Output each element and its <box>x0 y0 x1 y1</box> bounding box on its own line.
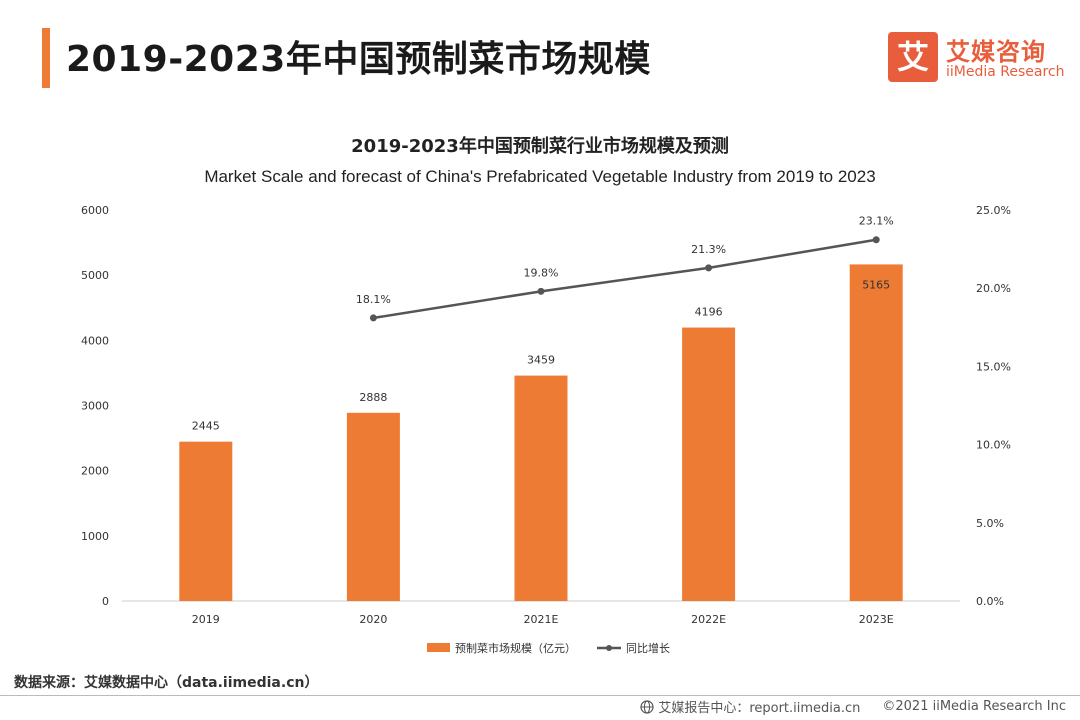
y-right-tick-label: 5.0% <box>976 517 1004 530</box>
x-tick-label: 2019 <box>192 613 220 626</box>
growth-point <box>369 314 377 322</box>
brand-name-en: iiMedia Research <box>946 64 1065 80</box>
growth-point <box>705 264 713 272</box>
legend-swatch-bar <box>427 643 450 652</box>
y-right-tick-label: 25.0% <box>976 204 1011 217</box>
bar-value-label: 5165 <box>862 278 890 291</box>
globe-icon <box>640 699 654 714</box>
copyright-text: ©2021 iiMedia Research Inc <box>882 699 1066 714</box>
data-source-note: 数据来源：艾媒数据中心（data.iimedia.cn） <box>14 675 319 691</box>
y-left-tick-label: 2000 <box>81 465 109 478</box>
growth-value-label: 21.3% <box>691 243 726 256</box>
growth-point <box>537 287 545 295</box>
bar <box>179 441 233 601</box>
brand-mark-icon: 艾 <box>888 32 938 82</box>
growth-value-label: 18.1% <box>356 293 391 306</box>
x-tick-label: 2023E <box>859 613 894 626</box>
bar <box>346 412 400 601</box>
chart-title: 2019-2023年中国预制菜行业市场规模及预测 <box>351 136 729 157</box>
y-right-tick-label: 10.0% <box>976 439 1011 452</box>
x-tick-label: 2020 <box>359 613 387 626</box>
legend-swatch-point <box>606 645 612 651</box>
bar-value-label: 3459 <box>527 354 555 367</box>
x-tick-label: 2022E <box>691 613 726 626</box>
footer-credits: 艾媒报告中心：report.iimedia.cn ©2021 iiMedia R… <box>640 697 1066 716</box>
bar <box>682 327 736 601</box>
bar <box>514 375 568 601</box>
bar-value-label: 2445 <box>192 420 220 433</box>
title-accent-bar <box>42 28 50 88</box>
y-left-tick-label: 1000 <box>81 530 109 543</box>
report-center-link[interactable]: 艾媒报告中心：report.iimedia.cn <box>658 701 861 716</box>
page-title: 2019-2023年中国预制菜市场规模 <box>66 39 651 80</box>
chart-subtitle: Market Scale and forecast of China's Pre… <box>204 167 876 186</box>
bar-value-label: 4196 <box>695 306 723 319</box>
y-left-tick-label: 4000 <box>81 334 109 347</box>
footer-divider <box>0 695 1080 696</box>
y-left-tick-label: 0 <box>102 595 109 608</box>
growth-point <box>872 236 880 244</box>
y-left-tick-label: 6000 <box>81 204 109 217</box>
y-right-tick-label: 15.0% <box>976 360 1011 373</box>
y-left-tick-label: 5000 <box>81 269 109 282</box>
brand-name-cn: 艾媒咨询 <box>946 38 1046 66</box>
bar-value-label: 2888 <box>359 391 387 404</box>
y-left-tick-label: 3000 <box>81 400 109 413</box>
legend-label-line: 同比增长 <box>626 641 670 655</box>
legend-label-bar: 预制菜市场规模（亿元） <box>455 641 576 655</box>
brand-logo: 艾 艾媒咨询 iiMedia Research <box>888 32 1065 86</box>
growth-value-label: 23.1% <box>859 215 894 228</box>
growth-line <box>373 238 877 320</box>
bar <box>849 264 903 601</box>
x-tick-label: 2021E <box>524 613 559 626</box>
growth-value-label: 19.8% <box>524 266 559 279</box>
y-right-tick-label: 0.0% <box>976 595 1004 608</box>
y-right-tick-label: 20.0% <box>976 282 1011 295</box>
